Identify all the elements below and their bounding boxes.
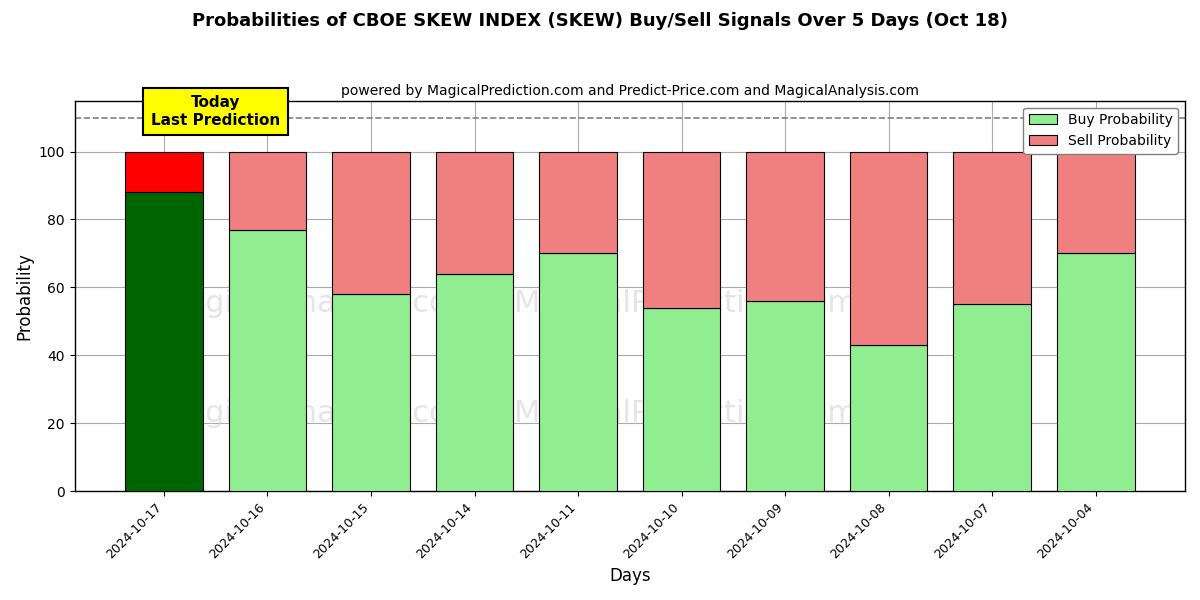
Bar: [1057, 253, 1134, 491]
Bar: [125, 152, 203, 192]
Text: MagicalAnalysis.com: MagicalAnalysis.com: [161, 289, 478, 318]
Bar: [850, 152, 928, 345]
Bar: [953, 304, 1031, 491]
Text: MagicalPrediction.com: MagicalPrediction.com: [514, 398, 857, 428]
Y-axis label: Probability: Probability: [16, 252, 34, 340]
Bar: [332, 152, 410, 294]
Bar: [1057, 152, 1134, 253]
Text: Today
Last Prediction: Today Last Prediction: [151, 95, 281, 128]
Bar: [643, 152, 720, 308]
Bar: [746, 301, 824, 491]
Legend: Buy Probability, Sell Probability: Buy Probability, Sell Probability: [1024, 107, 1178, 154]
Bar: [436, 152, 514, 274]
Bar: [746, 152, 824, 301]
Bar: [229, 230, 306, 491]
Bar: [125, 192, 203, 491]
Bar: [850, 345, 928, 491]
Text: MagicalAnalysis.com: MagicalAnalysis.com: [161, 398, 478, 428]
Bar: [953, 152, 1031, 304]
Text: MagicalPrediction.com: MagicalPrediction.com: [514, 289, 857, 318]
X-axis label: Days: Days: [610, 567, 650, 585]
Bar: [643, 308, 720, 491]
Bar: [229, 152, 306, 230]
Bar: [539, 152, 617, 253]
Bar: [436, 274, 514, 491]
Text: Probabilities of CBOE SKEW INDEX (SKEW) Buy/Sell Signals Over 5 Days (Oct 18): Probabilities of CBOE SKEW INDEX (SKEW) …: [192, 12, 1008, 30]
Bar: [332, 294, 410, 491]
Title: powered by MagicalPrediction.com and Predict-Price.com and MagicalAnalysis.com: powered by MagicalPrediction.com and Pre…: [341, 84, 919, 98]
Bar: [539, 253, 617, 491]
